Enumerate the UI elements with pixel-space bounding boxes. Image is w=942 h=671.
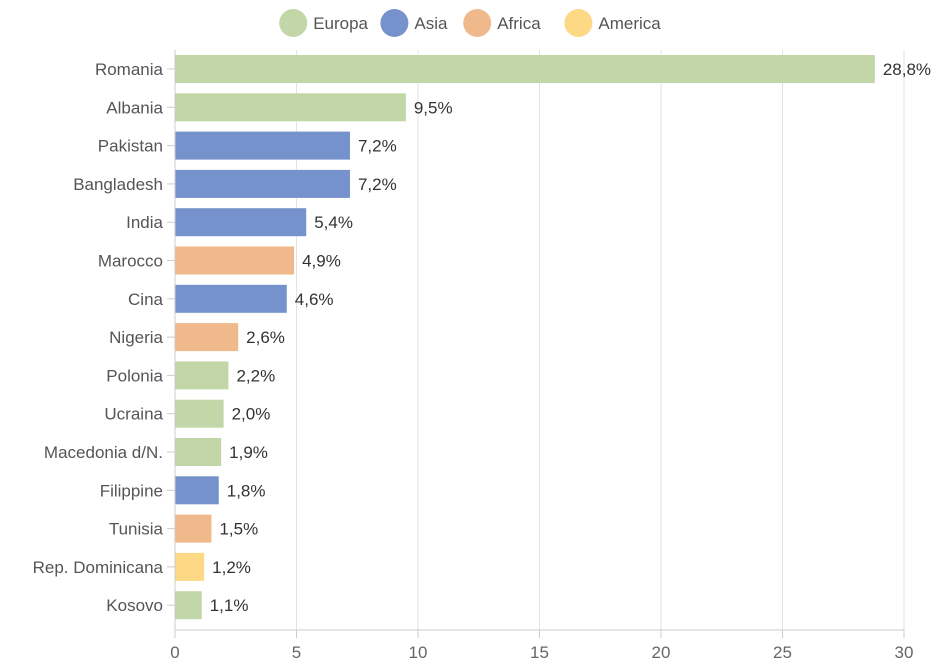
bars: 28,8% 9,5% 7,2% 7,2% 5,4% 4,9% 4,6% 2,6% 2,2% 2,0…: [175, 55, 931, 620]
value-label-marocco: 4,9%: [302, 252, 341, 271]
category-label-polonia: Polonia: [106, 366, 163, 385]
x-tick-label-10: 10: [409, 643, 428, 662]
bar-romania: [175, 55, 875, 83]
category-label-bangladesh: Bangladesh: [73, 175, 163, 194]
category-label-cina: Cina: [128, 290, 164, 309]
category-label-albania: Albania: [106, 98, 163, 117]
legend-label-america: America: [598, 14, 661, 33]
x-tick-label-0: 0: [170, 643, 179, 662]
value-label-ucraina: 2,0%: [232, 405, 271, 424]
legend-swatch-america: [564, 9, 593, 37]
legend-swatch-africa: [463, 9, 492, 37]
bar-polonia: [175, 361, 229, 390]
value-label-cina: 4,6%: [295, 290, 334, 309]
value-label-tunisia: 1,5%: [219, 520, 258, 539]
bar-rep-dominicana: [175, 552, 205, 581]
bar-kosovo: [175, 591, 202, 620]
x-tick-label-25: 25: [773, 643, 792, 662]
bar-tunisia: [175, 514, 212, 543]
bar-pakistan: [175, 131, 350, 160]
legend: Europa Asia Africa America: [279, 9, 661, 37]
value-label-pakistan: 7,2%: [358, 137, 397, 156]
value-label-bangladesh: 7,2%: [358, 175, 397, 194]
axes: 0 5 10 15 20 25 30 Romania Albania Pakistan Bangla…: [33, 50, 914, 662]
legend-label-europa: Europa: [313, 14, 368, 33]
bar-nigeria: [175, 323, 239, 352]
bar-bangladesh: [175, 169, 350, 198]
x-tick-label-15: 15: [530, 643, 549, 662]
category-label-filippine: Filippine: [100, 481, 163, 500]
category-label-india: India: [126, 213, 163, 232]
category-label-pakistan: Pakistan: [98, 137, 163, 156]
category-label-rep-dominicana: Rep. Dominicana: [33, 558, 164, 577]
value-label-albania: 9,5%: [414, 98, 453, 117]
category-label-kosovo: Kosovo: [106, 596, 163, 615]
value-label-romania: 28,8%: [883, 60, 931, 79]
category-label-tunisia: Tunisia: [109, 520, 164, 539]
bar-macedonia-d-n: [175, 438, 222, 466]
value-label-nigeria: 2,6%: [246, 328, 285, 347]
category-label-macedonia-d-n: Macedonia d/N.: [44, 443, 163, 462]
bar-filippine: [175, 476, 219, 505]
legend-swatch-europa: [279, 9, 308, 37]
bar-india: [175, 208, 307, 237]
legend-swatch-asia: [380, 9, 409, 37]
value-label-filippine: 1,8%: [227, 481, 266, 500]
legend-label-africa: Africa: [497, 14, 541, 33]
bar-marocco: [175, 246, 295, 275]
x-tick-label-30: 30: [895, 643, 914, 662]
category-label-marocco: Marocco: [98, 252, 163, 271]
bar-cina: [175, 284, 287, 313]
category-label-ucraina: Ucraina: [104, 405, 163, 424]
category-label-nigeria: Nigeria: [109, 328, 163, 347]
legend-label-asia: Asia: [414, 14, 448, 33]
value-label-macedonia-d-n: 1,9%: [229, 443, 268, 462]
value-label-rep-dominicana: 1,2%: [212, 558, 251, 577]
x-tick-label-20: 20: [652, 643, 671, 662]
value-label-kosovo: 1,1%: [210, 596, 249, 615]
category-label-romania: Romania: [95, 60, 164, 79]
bar-ucraina: [175, 399, 224, 428]
bar-albania: [175, 93, 406, 122]
x-tick-label-5: 5: [292, 643, 301, 662]
value-label-india: 5,4%: [314, 213, 353, 232]
value-label-polonia: 2,2%: [236, 366, 275, 385]
